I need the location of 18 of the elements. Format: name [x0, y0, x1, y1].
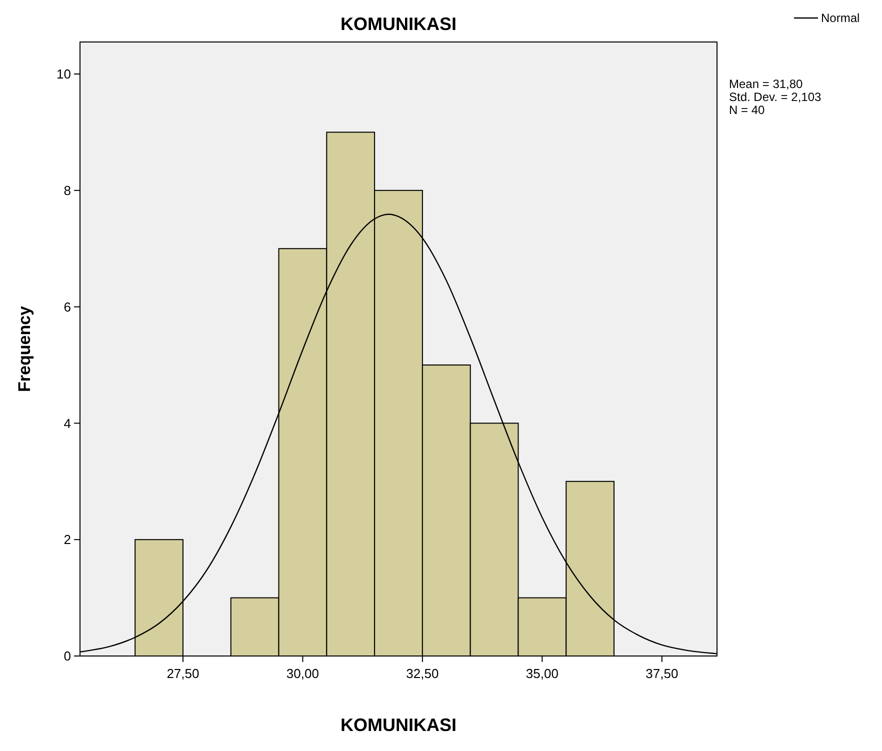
- y-tick-label: 6: [64, 299, 71, 314]
- x-tick-label: 30,00: [286, 666, 319, 681]
- x-tick-label: 35,00: [526, 666, 558, 681]
- y-tick-label: 10: [56, 66, 71, 82]
- text: N = 40: [729, 103, 766, 117]
- y-tick-label: 0: [64, 648, 71, 664]
- text: Mean = 31,80: [729, 77, 804, 91]
- x-axis-title: KOMUNIKASI: [340, 715, 456, 735]
- x-tick-label: 27,50: [166, 666, 200, 681]
- x-tick-label: 32,50: [406, 666, 439, 681]
- y-tick-label: 2: [64, 532, 71, 548]
- x-tick-label: 37,50: [646, 666, 678, 681]
- text: Std. Dev. = 2,103: [729, 90, 822, 104]
- y-axis-title: Frequency: [15, 305, 34, 392]
- y-tick-label: 4: [64, 416, 71, 431]
- y-tick-label: 8: [64, 182, 71, 198]
- chart-title: KOMUNIKASI: [340, 14, 456, 34]
- legend-label: Normal: [821, 11, 860, 26]
